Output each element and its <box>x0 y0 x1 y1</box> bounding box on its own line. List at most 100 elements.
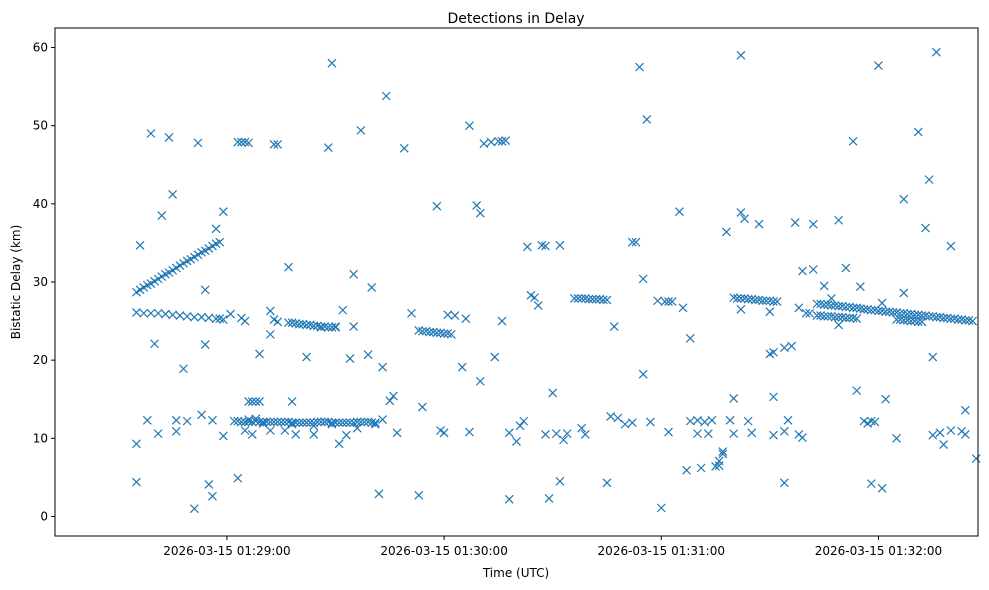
data-point-tracks-144 <box>805 308 815 318</box>
data-point-tracks-124 <box>660 297 670 306</box>
data-point-clutter-63 <box>363 350 373 360</box>
data-point-tracks-94 <box>309 321 319 331</box>
data-point-tracks-92 <box>302 320 311 330</box>
data-point-tracks-67 <box>316 417 326 427</box>
data-point-tracks-169 <box>899 308 909 318</box>
data-point-tracks-181 <box>942 313 952 323</box>
data-point-clutter-164 <box>790 218 800 228</box>
data-point-tracks-119 <box>588 294 597 304</box>
data-point-clutter-121 <box>631 237 641 247</box>
data-point-tracks-83 <box>244 397 254 406</box>
data-point-clutter-10 <box>171 426 181 436</box>
x-axis-label: Time (UTC) <box>482 566 549 580</box>
data-point-clutter-18 <box>200 340 210 349</box>
data-point-clutter-67 <box>378 362 387 372</box>
data-point-tracks-30 <box>175 311 185 321</box>
data-point-clutter-137 <box>696 463 706 473</box>
data-point-tracks-201 <box>892 315 901 324</box>
data-point-tracks-135 <box>758 296 768 306</box>
data-point-clutter-131 <box>678 303 688 313</box>
data-point-tracks-141 <box>769 347 778 357</box>
data-point-clutter-16 <box>197 410 207 420</box>
data-point-clutter-171 <box>819 281 829 291</box>
data-point-tracks-163 <box>877 306 887 316</box>
data-point-clutter-46 <box>302 352 311 362</box>
data-point-tracks-192 <box>823 311 833 321</box>
data-point-tracks-29 <box>168 310 178 320</box>
data-point-clutter-44 <box>287 397 297 406</box>
data-point-clutter-38 <box>265 426 275 435</box>
data-point-clutter-115 <box>606 412 616 421</box>
data-point-clutter-86 <box>472 200 482 210</box>
data-point-clutter-92 <box>497 316 507 326</box>
data-point-clutter-128 <box>656 503 666 513</box>
data-point-clutter-155 <box>747 428 757 438</box>
data-point-tracks-42 <box>273 140 283 149</box>
data-point-clutter-4 <box>146 129 156 138</box>
data-point-tracks-130 <box>740 293 749 303</box>
data-point-tracks-102 <box>417 326 427 336</box>
data-point-clutter-23 <box>215 314 225 324</box>
data-point-tracks-59 <box>287 418 297 428</box>
data-point-clutter-93 <box>504 494 514 504</box>
data-point-clutter-176 <box>848 136 858 146</box>
data-point-clutter-60 <box>349 269 359 279</box>
data-point-clutter-181 <box>866 479 876 489</box>
data-point-clutter-55 <box>334 439 344 449</box>
data-point-tracks-182 <box>946 314 956 324</box>
data-point-tracks-27 <box>153 308 163 318</box>
data-point-clutter-65 <box>370 419 380 429</box>
data-point-tracks-113 <box>501 136 511 145</box>
data-point-tracks-26 <box>146 308 156 318</box>
data-point-tracks-185 <box>957 315 967 324</box>
data-point-tracks-186 <box>960 315 970 325</box>
data-point-clutter-19 <box>204 479 214 489</box>
data-point-tracks-84 <box>247 397 257 406</box>
data-point-tracks-73 <box>338 418 348 428</box>
data-point-clutter-170 <box>808 265 818 274</box>
data-point-clutter-174 <box>834 215 844 225</box>
data-point-tracks-105 <box>428 327 438 337</box>
data-point-tracks-193 <box>826 311 836 321</box>
data-point-clutter-120 <box>627 418 637 428</box>
data-point-clutter-106 <box>548 388 558 398</box>
data-point-tracks-146 <box>816 299 825 309</box>
data-point-clutter-2 <box>135 240 145 250</box>
data-point-clutter-0 <box>132 439 141 449</box>
data-point-clutter-167 <box>798 433 807 442</box>
data-point-tracks-89 <box>291 318 301 328</box>
data-point-clutter-173 <box>834 320 844 330</box>
data-point-clutter-58 <box>345 354 355 364</box>
data-point-clutter-35 <box>258 419 268 428</box>
data-point-tracks-202 <box>895 315 905 324</box>
data-point-clutter-134 <box>685 416 695 426</box>
data-point-clutter-85 <box>465 427 474 437</box>
data-point-clutter-53 <box>327 419 337 429</box>
data-point-tracks-171 <box>906 309 916 319</box>
data-point-clutter-7 <box>157 211 167 220</box>
data-point-clutter-42 <box>284 262 293 272</box>
data-point-clutter-133 <box>685 333 695 343</box>
data-point-tracks-93 <box>305 320 315 330</box>
data-point-clutter-73 <box>399 143 409 153</box>
data-point-tracks-152 <box>837 301 847 311</box>
data-point-clutter-94 <box>504 428 514 438</box>
data-point-tracks-77 <box>352 417 362 427</box>
data-point-tracks-112 <box>497 136 507 146</box>
data-point-clutter-188 <box>892 433 901 443</box>
y-tick-label-50: 50 <box>33 119 48 133</box>
data-point-clutter-24 <box>218 207 228 217</box>
data-point-tracks-101 <box>414 326 424 335</box>
data-point-tracks-53 <box>265 417 275 427</box>
data-point-clutter-103 <box>541 241 550 251</box>
data-point-tracks-110 <box>446 329 456 339</box>
data-point-tracks-91 <box>298 319 308 329</box>
y-axis-label: Bistatic Delay (km) <box>9 225 23 340</box>
data-point-clutter-69 <box>381 91 391 101</box>
data-point-tracks-191 <box>819 311 829 321</box>
data-point-tracks-37 <box>233 137 243 147</box>
data-point-clutter-59 <box>349 322 359 331</box>
y-tick-label-30: 30 <box>33 275 48 289</box>
data-point-clutter-196 <box>928 430 938 440</box>
data-point-clutter-177 <box>852 386 862 396</box>
